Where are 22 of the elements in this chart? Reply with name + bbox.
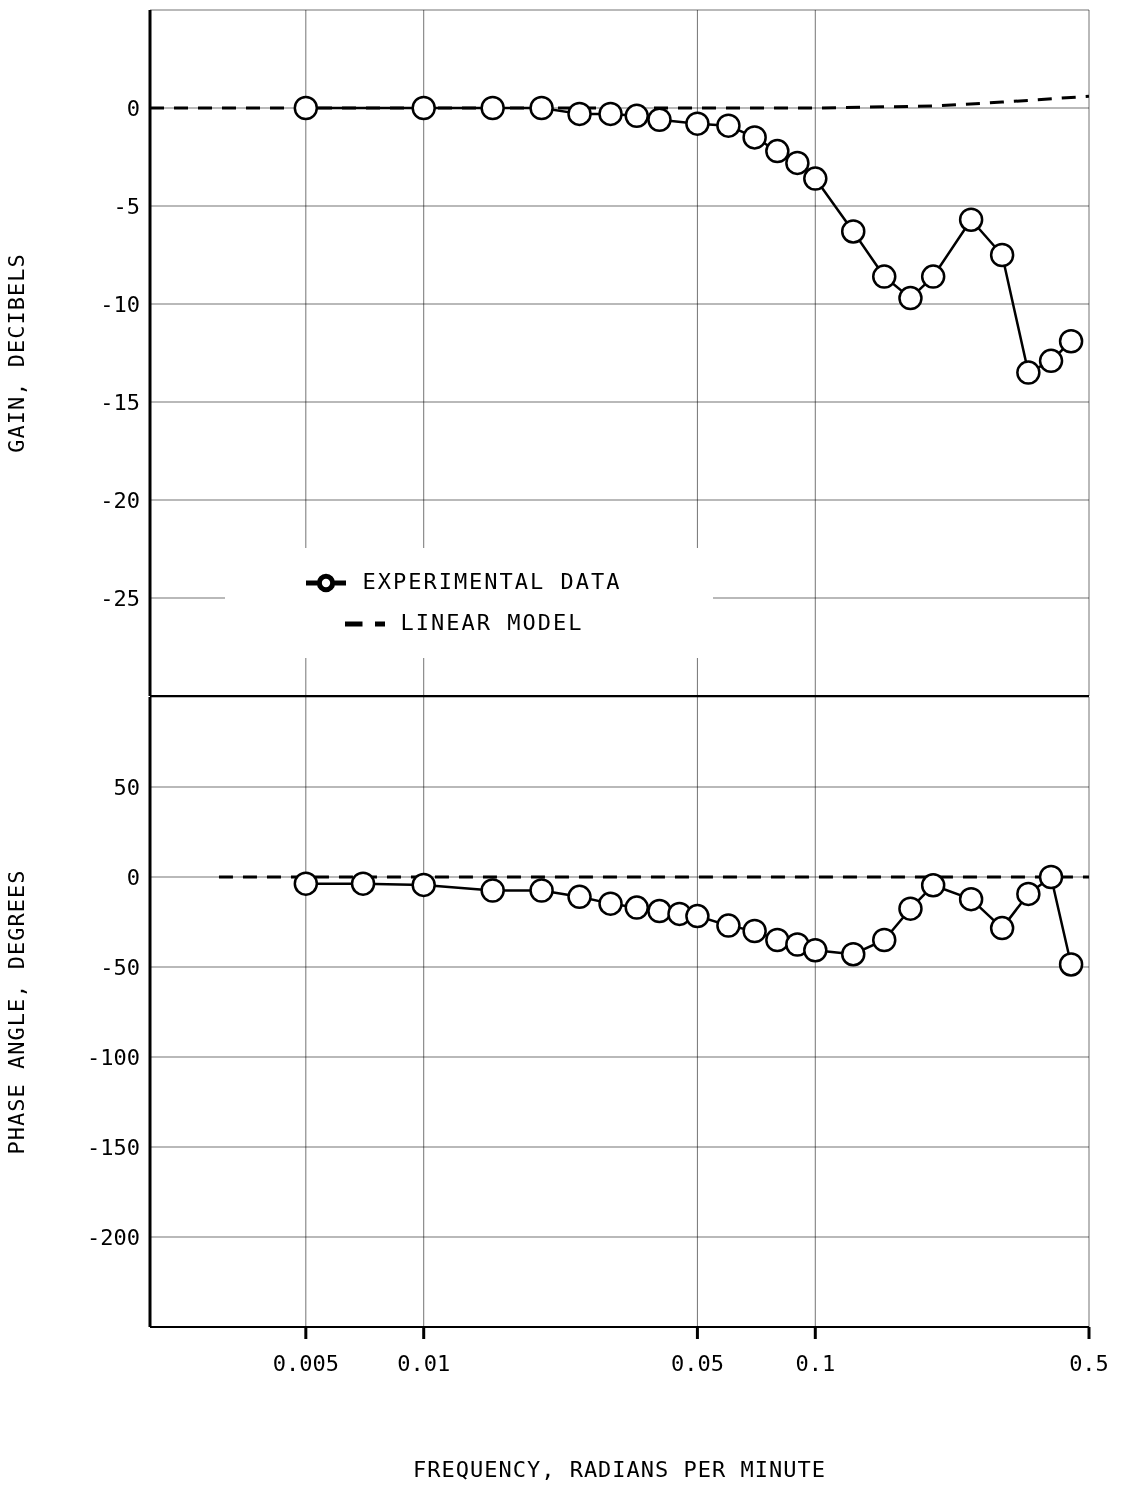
y-axis-title: GAIN, DECIBELS bbox=[3, 253, 29, 453]
y-tick-label: -100 bbox=[87, 1044, 140, 1070]
y-tick-label: -150 bbox=[87, 1134, 140, 1160]
y-tick-label: 0 bbox=[126, 95, 140, 121]
x-tick-label: 0.005 bbox=[272, 1350, 339, 1376]
x-tick-label: 0.1 bbox=[795, 1350, 836, 1376]
y-tick-label: -200 bbox=[87, 1224, 140, 1250]
y-tick-label: 50 bbox=[113, 774, 140, 800]
x-axis-title: FREQUENCY, RADIANS PER MINUTE bbox=[412, 1457, 827, 1482]
y-tick-label: -10 bbox=[100, 291, 140, 317]
y-tick-label: -20 bbox=[100, 487, 140, 513]
y-tick-label: -50 bbox=[100, 954, 140, 980]
y-tick-label: 0 bbox=[126, 864, 140, 890]
x-tick-label: 0.05 bbox=[670, 1350, 724, 1376]
x-tick-label: 0.01 bbox=[397, 1350, 451, 1376]
y-axis-title: PHASE ANGLE, DEGREES bbox=[3, 869, 29, 1155]
y-tick-label: -5 bbox=[113, 193, 140, 219]
x-tick-label: 0.5 bbox=[1069, 1350, 1109, 1376]
legend-label: EXPERIMENTAL DATA bbox=[362, 569, 622, 594]
legend-label: LINEAR MODEL bbox=[400, 610, 584, 635]
y-tick-label: -25 bbox=[100, 585, 140, 611]
y-tick-label: -15 bbox=[100, 389, 140, 415]
